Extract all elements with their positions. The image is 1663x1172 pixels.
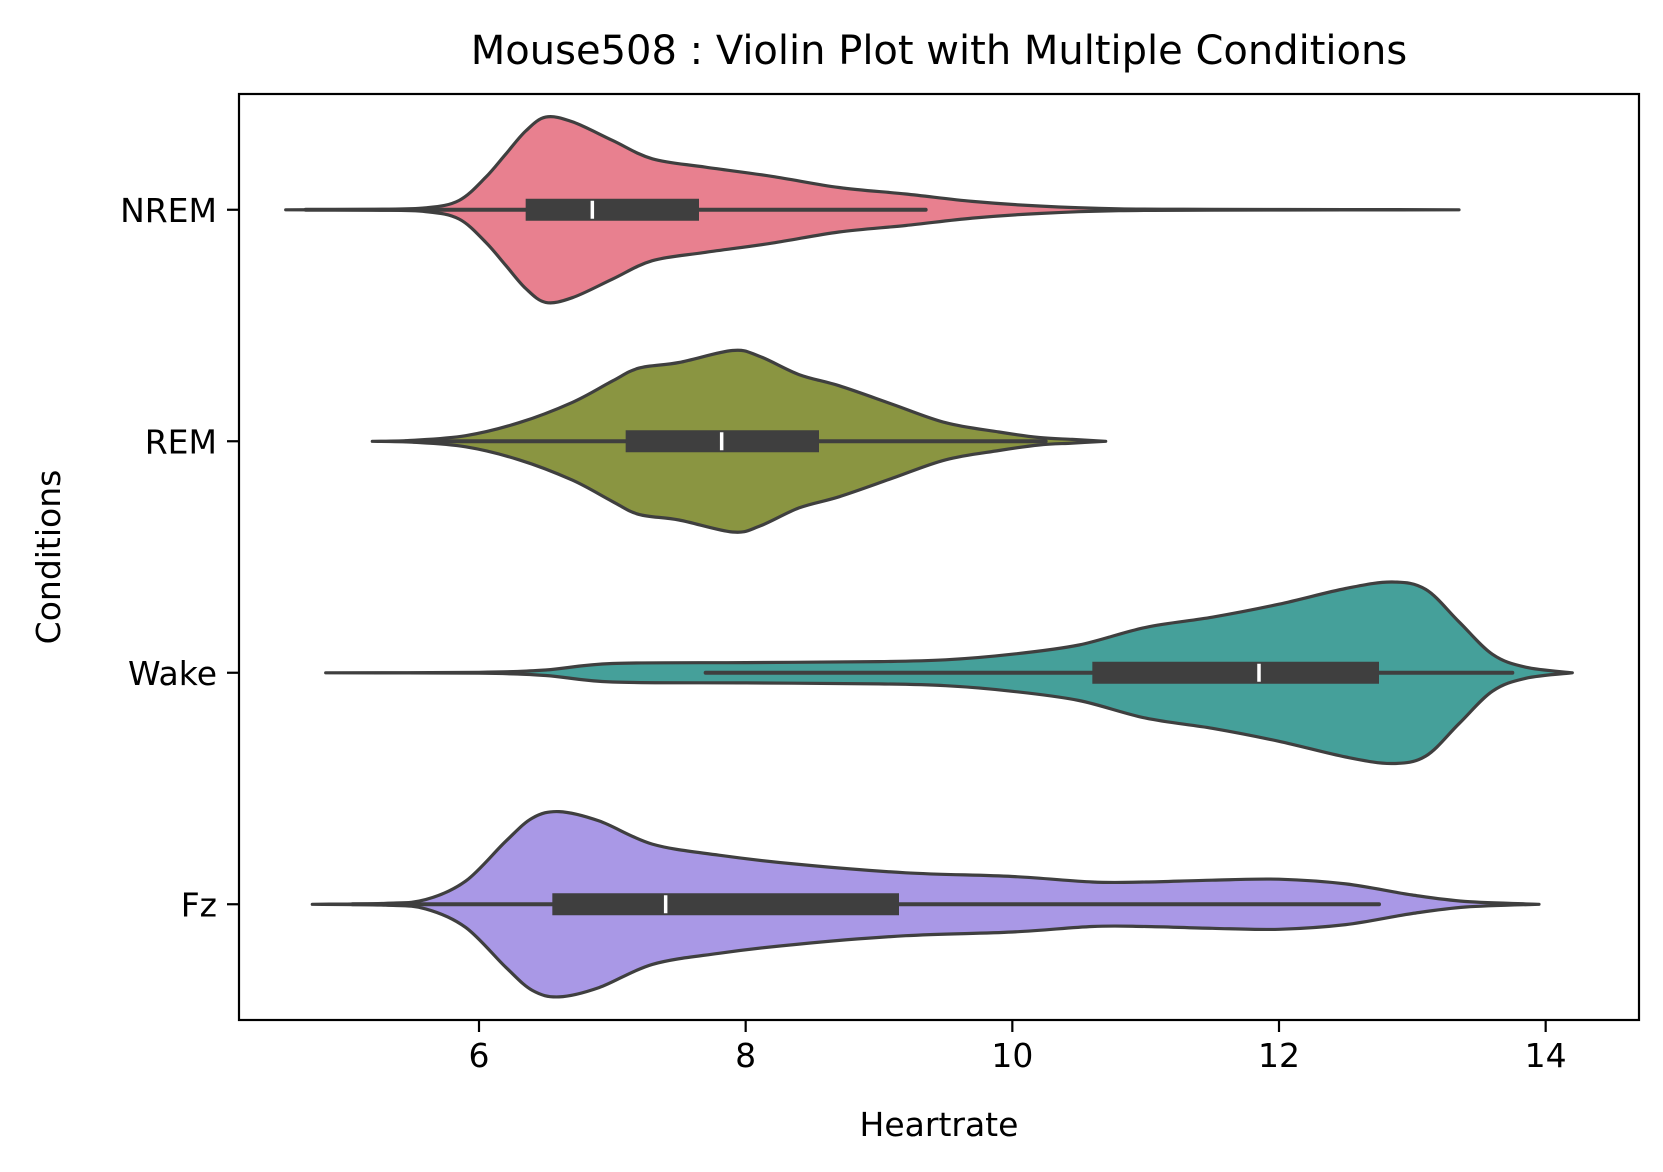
- x-tick-label-14: 14: [1525, 1036, 1567, 1075]
- plot-frame: [237, 92, 1641, 1022]
- y-tick-label-rem: REM: [145, 422, 217, 461]
- x-tick-label-8: 8: [735, 1036, 756, 1075]
- violin-layer: [284, 115, 1574, 999]
- y-tick-label-nrem: NREM: [120, 191, 217, 230]
- y-tick-label-fz: Fz: [181, 885, 217, 924]
- iqr-box-nrem: [525, 198, 699, 221]
- y-tick-label-wake: Wake: [128, 654, 217, 693]
- violin-rem: [370, 348, 1108, 534]
- y-axis-label: Conditions: [29, 470, 68, 645]
- violin-nrem: [284, 115, 1461, 305]
- iqr-box-fz: [552, 893, 899, 916]
- x-tick-label-12: 12: [1258, 1036, 1300, 1075]
- violin-wake: [324, 580, 1574, 766]
- chart-title: Mouse508 : Violin Plot with Multiple Con…: [471, 28, 1407, 74]
- iqr-box-wake: [1092, 661, 1379, 684]
- violin-fz: [310, 809, 1541, 999]
- x-tick-label-6: 6: [469, 1036, 490, 1075]
- x-tick-label-10: 10: [991, 1036, 1033, 1075]
- x-axis-label: Heartrate: [860, 1105, 1019, 1144]
- tick-layer: 6 8 10 12 14 NREM REM Wake Fz: [120, 191, 1567, 1075]
